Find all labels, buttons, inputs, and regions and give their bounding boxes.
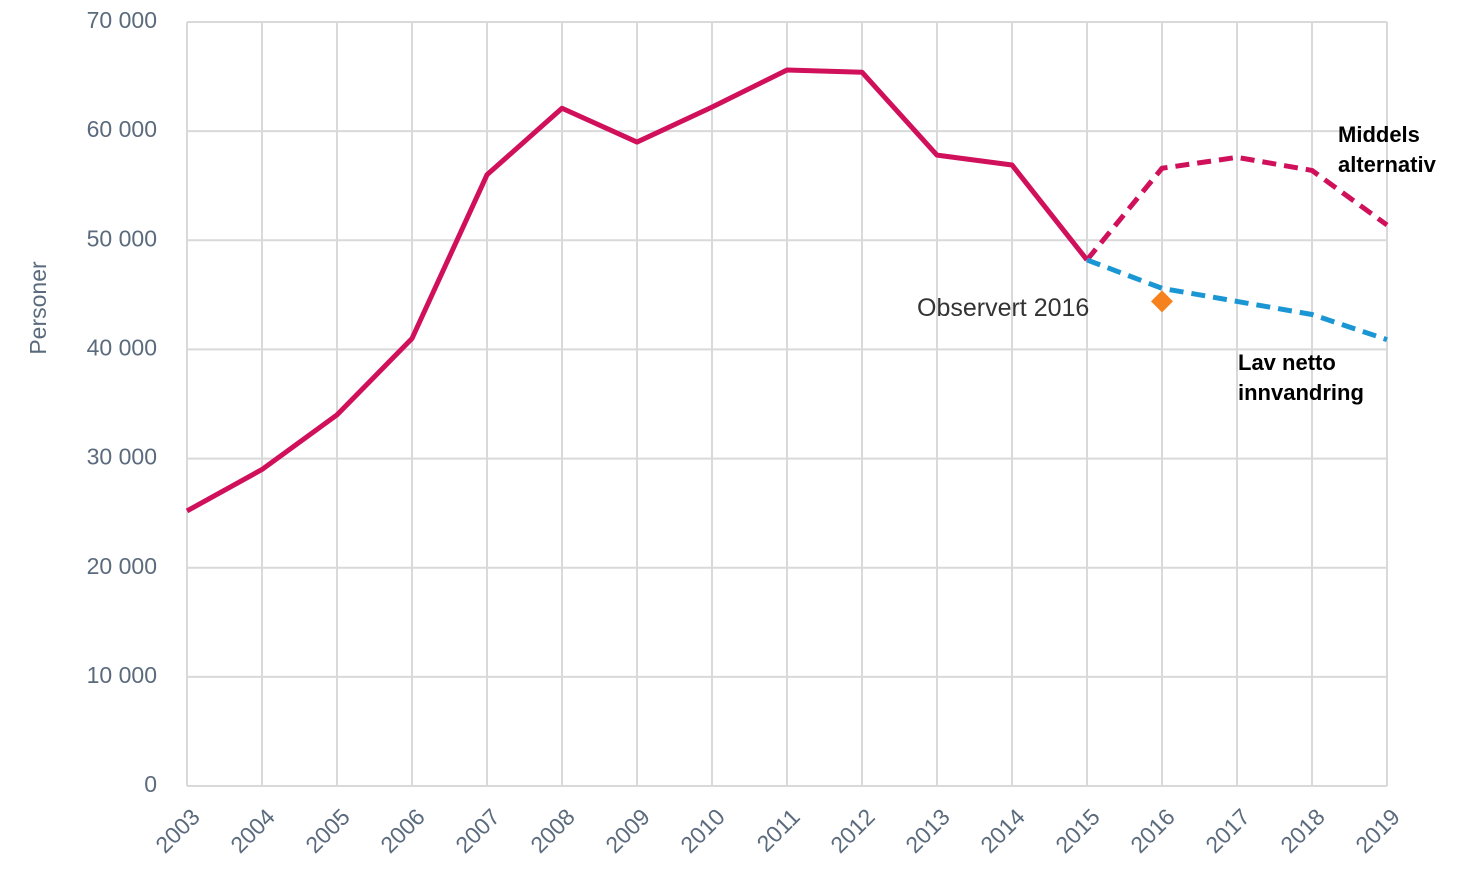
y-tick-label: 70 000 (87, 7, 157, 33)
x-tick-label: 2019 (1350, 803, 1405, 858)
x-tick-label: 2011 (751, 803, 804, 856)
series-label: Middels alternativ (1338, 122, 1436, 177)
x-tick-label: 2006 (375, 803, 430, 858)
y-tick-label: 20 000 (87, 553, 157, 579)
x-tick-label: 2003 (150, 803, 205, 858)
y-tick-label: 60 000 (87, 116, 157, 142)
x-tick-label: 2017 (1200, 803, 1255, 858)
series-label: Lav netto innvandring (1238, 350, 1364, 405)
observed-marker (1151, 290, 1173, 313)
x-tick-label: 2004 (225, 803, 280, 858)
x-tick-label: 2007 (450, 803, 505, 858)
x-tick-label: 2005 (300, 803, 355, 858)
series-line (1085, 154, 1389, 262)
x-tick-label: 2013 (900, 803, 955, 858)
series-line (1086, 257, 1388, 342)
x-tick-label: 2016 (1125, 803, 1180, 858)
y-axis-label: Personer (25, 261, 51, 355)
series-line (185, 67, 1089, 514)
x-tick-label: 2018 (1275, 803, 1330, 858)
observed-label: Observert 2016 (917, 294, 1090, 322)
x-tick-label: 2014 (975, 803, 1030, 858)
x-tick-label: 2008 (525, 803, 580, 858)
x-tick-label: 2015 (1050, 803, 1105, 858)
x-tick-label: 2009 (600, 803, 655, 858)
y-tick-label: 40 000 (87, 335, 157, 361)
y-tick-label: 50 000 (87, 225, 157, 251)
y-tick-label: 10 000 (87, 662, 157, 688)
x-tick-label: 2012 (825, 803, 880, 858)
y-tick-label: 30 000 (87, 444, 157, 470)
x-tick-label: 2010 (675, 803, 730, 858)
y-tick-label: 0 (144, 771, 157, 797)
